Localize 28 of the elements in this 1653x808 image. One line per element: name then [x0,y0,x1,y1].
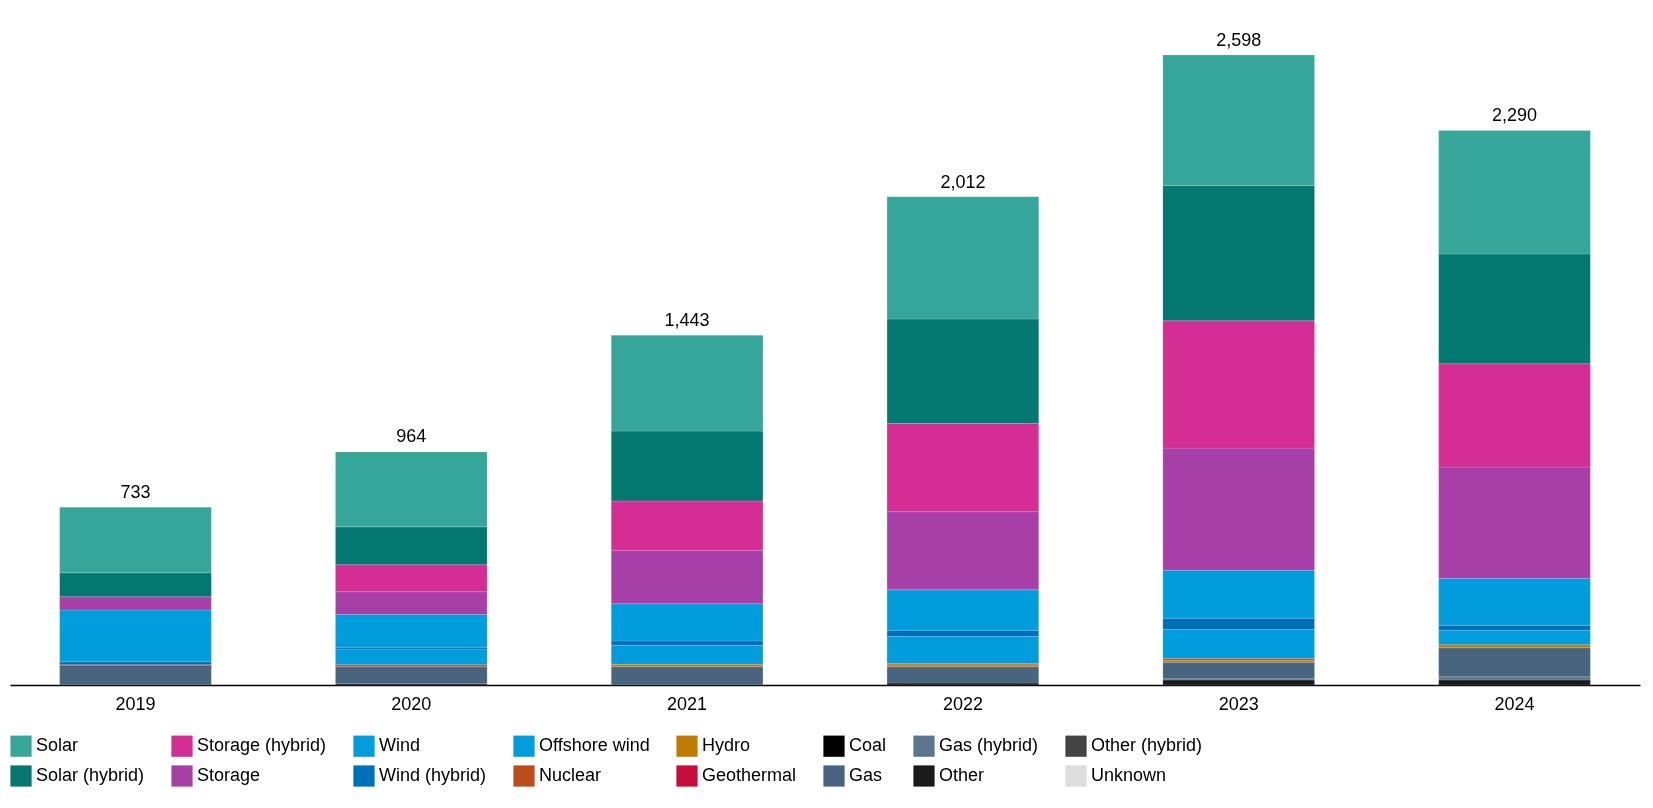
x-tick-label: 2024 [1494,693,1535,714]
annotation: 964 [396,426,427,447]
x-tick-label: 2020 [391,693,432,714]
x-tick-label: 2023 [1218,693,1259,714]
annotation: 733 [120,482,151,503]
legend-label: Offshore wind [539,735,650,756]
legend-label: Hydro [702,735,751,756]
legend-label: Wind (hybrid) [379,765,487,785]
annotation: 2,290 [1491,104,1538,125]
legend-label: Solar (hybrid) [36,765,145,785]
x-tick-label: 2021 [667,693,708,714]
legend-label: Other (hybrid) [1091,735,1203,756]
legend-label: Coal [849,735,887,756]
legend-label: Storage (hybrid) [197,735,327,756]
legend-label: Solar [36,735,79,756]
legend-label: Gas [849,765,883,785]
legend-label: Storage [197,765,261,785]
legend-label: Other [939,765,985,785]
legend-label: Nuclear [539,765,602,785]
x-tick-label: 2019 [115,693,156,714]
legend-label: Gas (hybrid) [939,735,1039,756]
annotation: 2,598 [1216,30,1262,50]
legend-label: Geothermal [702,765,797,785]
legend-label: Wind [379,735,421,756]
annotation: 2,012 [940,171,986,192]
annotation: 1,443 [664,310,710,331]
legend-label: Unknown [1091,765,1167,785]
x-tick-label: 2022 [942,693,983,714]
